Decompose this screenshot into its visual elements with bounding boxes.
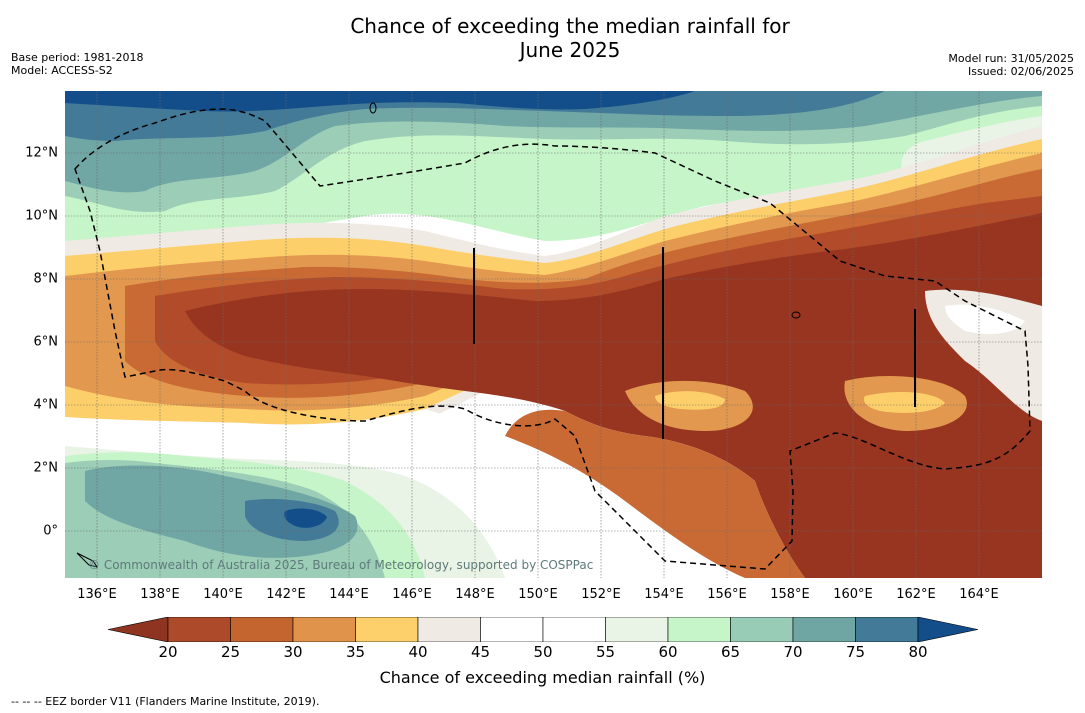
- colorbar-box: [480, 617, 544, 642]
- x-tick-label: 162°E: [896, 587, 936, 602]
- colorbar-box: [230, 617, 294, 642]
- y-tick-label: 8°N: [33, 271, 59, 287]
- band-west-35: [65, 275, 125, 386]
- colorbar-tick-label: 60: [658, 643, 678, 661]
- colorbar-box: [855, 617, 919, 642]
- x-tick-label: 154°E: [644, 587, 684, 602]
- y-tick-label: 4°N: [33, 397, 59, 413]
- island-pohnpei: [791, 311, 801, 319]
- y-tick-label: 10°N: [25, 208, 58, 224]
- colorbar-box: [355, 617, 419, 642]
- y-tick-label: 0°: [43, 523, 58, 539]
- x-tick-label: 136°E: [77, 587, 117, 602]
- y-tick-label: 2°N: [33, 460, 59, 476]
- colorbar-tick-label: 50: [533, 643, 553, 661]
- colorbar-box: [167, 617, 231, 642]
- meta-left: Base period: 1981-2018 Model: ACCESS-S2: [11, 51, 143, 77]
- colorbar-extend-low: [108, 617, 169, 642]
- x-tick-label: 144°E: [329, 587, 369, 602]
- title-line-2: June 2025: [519, 38, 621, 62]
- colorbar-tick-label: 45: [470, 643, 491, 661]
- issued-text: Issued: 02/06/2025: [967, 65, 1074, 78]
- eez-border: [74, 108, 1031, 570]
- x-tick-label: 152°E: [581, 587, 621, 602]
- x-tick-label: 138°E: [140, 587, 180, 602]
- colorbar-label: Chance of exceeding median rainfall (%): [379, 668, 706, 687]
- x-tick-label: 158°E: [770, 587, 810, 602]
- pocket-east-40: [863, 391, 945, 413]
- x-tick-label: 142°E: [266, 587, 306, 602]
- island-guam: [369, 102, 377, 114]
- eez-footnote: -- -- -- EEZ border V11 (Flanders Marine…: [11, 695, 320, 708]
- x-tick-label: 164°E: [959, 587, 999, 602]
- island-west: [76, 552, 99, 568]
- x-tick-label: 150°E: [518, 587, 558, 602]
- map-title: Chance of exceeding the median rainfall …: [0, 14, 1085, 62]
- graticule: [65, 91, 1042, 578]
- colorbar-tick-label: 20: [158, 643, 178, 661]
- colorbar-box: [542, 617, 606, 642]
- colorbar-box: [730, 617, 794, 642]
- colorbar-tick-label: 40: [408, 643, 428, 661]
- band-dry-20: [185, 213, 1042, 578]
- meta-right: Model run: 31/05/2025 Issued: 02/06/2025: [948, 52, 1074, 78]
- rainfall-map: [65, 91, 1042, 578]
- y-tick-label: 12°N: [25, 145, 58, 161]
- colorbar-tick-label: 70: [783, 643, 803, 661]
- band-top-80: [65, 91, 695, 112]
- colorbar-tick-label: 75: [845, 643, 866, 661]
- model-run-text: Model run: 31/05/2025: [948, 52, 1074, 65]
- copyright-text: © Commonwealth of Australia 2025, Bureau…: [88, 558, 594, 572]
- colorbar-extend-high: [917, 617, 978, 642]
- colorbar-box: [792, 617, 856, 642]
- colorbar-box: [292, 617, 356, 642]
- colorbar: [108, 617, 978, 642]
- colorbar-tick-label: 65: [720, 643, 741, 661]
- colorbar-tick-label: 80: [908, 643, 928, 661]
- x-tick-label: 140°E: [203, 587, 243, 602]
- x-tick-label: 156°E: [707, 587, 747, 602]
- pocket-east-50: [945, 304, 1025, 334]
- base-period-text: Base period: 1981-2018: [11, 51, 144, 64]
- x-tick-label: 146°E: [392, 587, 432, 602]
- x-tick-label: 148°E: [455, 587, 495, 602]
- colorbar-box: [605, 617, 669, 642]
- colorbar-box: [417, 617, 481, 642]
- model-text: Model: ACCESS-S2: [11, 64, 113, 77]
- x-tick-label: 160°E: [833, 587, 873, 602]
- colorbar-box: [667, 617, 731, 642]
- colorbar-tick-label: 30: [283, 643, 303, 661]
- band-south-80: [284, 508, 327, 528]
- y-tick-label: 6°N: [33, 334, 59, 350]
- colorbar-tick-label: 55: [595, 643, 616, 661]
- title-line-1: Chance of exceeding the median rainfall …: [350, 14, 790, 38]
- colorbar-tick-label: 25: [220, 643, 241, 661]
- colorbar-tick-label: 35: [345, 643, 366, 661]
